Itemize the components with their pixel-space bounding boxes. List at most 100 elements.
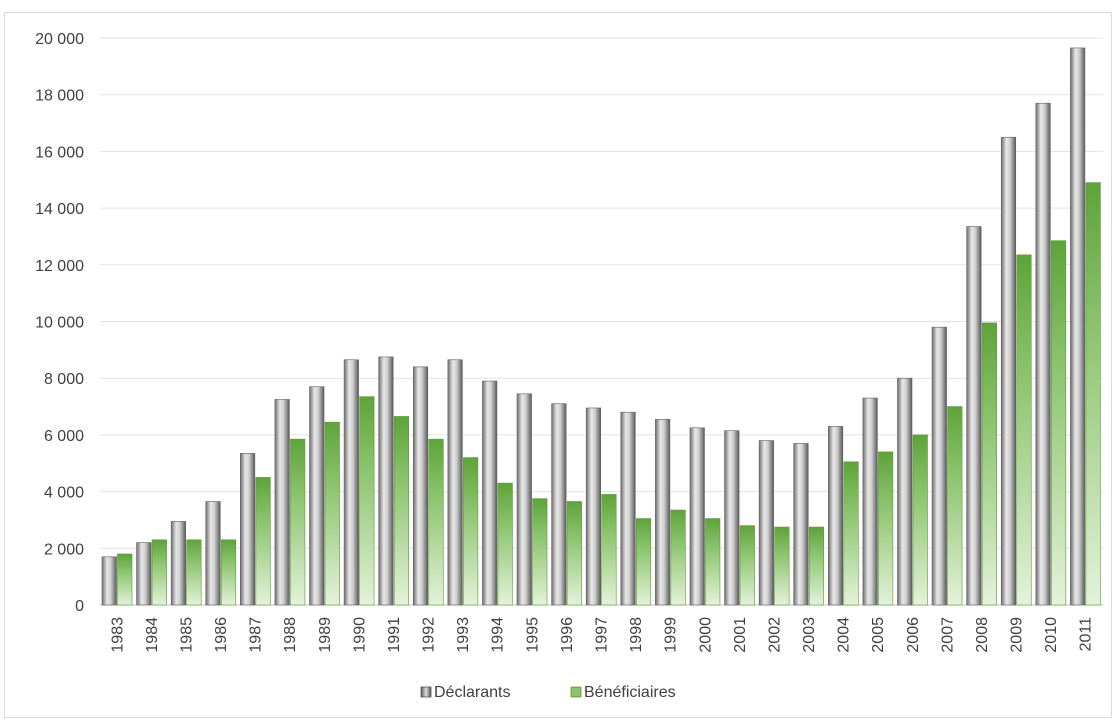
bar-declarants-1997	[585, 407, 602, 606]
y-axis-tick-labels: 0 2 000 4 000 6 000 8 000 10 000 12 000 14 000 1…	[35, 31, 84, 615]
bar-declarants-2004	[828, 426, 844, 606]
legend-swatch-beneficiaires	[570, 686, 582, 698]
x-tick-label: 2003	[801, 617, 818, 653]
bar-declarants-2008	[966, 226, 982, 606]
bar-beneficiaires-1993	[463, 457, 479, 606]
bar-beneficiaires-2009	[1016, 254, 1032, 606]
bar-declarants-2005	[862, 397, 878, 606]
bar-beneficiaires-2003	[808, 526, 825, 606]
bar-beneficiaires-1989	[324, 421, 340, 606]
y-tick-label: 10 000	[35, 315, 84, 332]
bar-declarants-2009	[1000, 136, 1017, 606]
bar-beneficiaires-1999	[670, 509, 686, 606]
bar-declarants-1983	[101, 556, 117, 606]
bar-beneficiaires-2002	[774, 526, 790, 606]
bar-beneficiaires-1991	[393, 416, 409, 606]
x-tick-label: 1986	[213, 617, 230, 653]
bar-beneficiaires-1995	[532, 498, 548, 606]
legend-label-declarants: Déclarants	[434, 684, 510, 701]
bar-beneficiaires-2006	[912, 434, 928, 606]
x-tick-label: 1991	[386, 617, 403, 653]
bar-beneficiaires-1986	[220, 539, 237, 606]
bar-beneficiaires-2008	[981, 322, 997, 606]
x-tick-label: 1996	[559, 617, 576, 653]
x-tick-label: 2005	[870, 617, 887, 653]
bar-beneficiaires-1992	[428, 438, 444, 606]
x-tick-label: 2011	[1078, 617, 1095, 652]
bar-beneficiaires-2007	[947, 406, 963, 606]
x-tick-label: 1983	[109, 617, 126, 653]
y-tick-label: 12 000	[35, 258, 84, 275]
bar-beneficiaires-1988	[290, 438, 306, 606]
x-tick-label: 1987	[248, 617, 265, 653]
legend-label-beneficiaires: Bénéficiaires	[584, 684, 676, 701]
x-tick-label: 2004	[836, 617, 853, 653]
y-tick-label: 14 000	[35, 201, 84, 218]
legend-swatch-declarants	[420, 686, 432, 698]
x-tick-label: 1993	[455, 617, 472, 653]
x-tick-label: 2008	[974, 617, 991, 653]
x-axis-tick-labels: 1983 1984 1985 1986 1987 1988 1989 1990 1991 1992…	[109, 617, 1094, 653]
bar-declarants-2002	[758, 440, 774, 606]
x-tick-label: 1999	[663, 617, 680, 653]
x-tick-label: 1992	[421, 617, 438, 653]
x-tick-label: 1989	[317, 617, 334, 653]
bar-beneficiaires-1983	[117, 553, 133, 606]
y-tick-label: 6 000	[44, 428, 84, 445]
bar-declarants-2000	[689, 427, 705, 606]
bar-declarants-1987	[240, 453, 256, 606]
bar-declarants-1984	[136, 542, 152, 606]
bar-beneficiaires-1984	[151, 539, 167, 606]
bar-declarants-1995	[516, 393, 532, 606]
bar-declarants-2007	[931, 326, 947, 606]
bar-beneficiaires-1996	[566, 501, 582, 606]
legend: Déclarants Bénéficiaires	[420, 684, 676, 701]
bar-beneficiaires-2005	[878, 451, 894, 606]
bar-beneficiaires-1994	[497, 482, 513, 606]
bar-declarants-1988	[274, 399, 290, 606]
x-tick-label: 1995	[524, 617, 541, 653]
bar-declarants-1991	[378, 356, 394, 606]
bar-declarants-1986	[205, 501, 221, 606]
bar-declarants-1989	[309, 386, 325, 606]
x-tick-label: 1990	[351, 617, 368, 653]
bars	[101, 47, 1101, 606]
bar-beneficiaires-1997	[601, 494, 617, 606]
x-tick-label: 1994	[490, 617, 507, 653]
bar-declarants-2006	[897, 377, 913, 606]
bar-declarants-1999	[655, 419, 671, 606]
x-tick-label: 2010	[1043, 617, 1060, 653]
x-tick-label: 1985	[178, 617, 195, 653]
bar-declarants-2001	[724, 430, 740, 606]
bar-beneficiaires-2001	[739, 525, 755, 606]
x-tick-label: 1984	[144, 617, 161, 653]
bar-declarants-1994	[482, 380, 498, 606]
x-tick-label: 1998	[628, 617, 645, 653]
y-tick-label: 0	[75, 598, 84, 615]
x-tick-label: 2002	[766, 617, 783, 653]
bar-declarants-1996	[551, 403, 567, 606]
x-tick-label: 1988	[282, 617, 299, 653]
x-tick-label: 2007	[939, 617, 956, 653]
x-tick-label: 1997	[594, 617, 611, 653]
y-tick-label: 8 000	[44, 371, 84, 388]
bar-declarants-2011	[1070, 47, 1086, 606]
bar-declarants-1998	[620, 411, 636, 606]
bar-declarants-1990	[343, 359, 359, 606]
bar-declarants-1992	[412, 366, 429, 606]
bar-beneficiaires-2004	[843, 461, 859, 606]
bar-beneficiaires-1990	[359, 396, 375, 606]
bar-beneficiaires-1998	[635, 518, 652, 606]
y-tick-label: 20 000	[35, 31, 84, 48]
y-tick-label: 18 000	[35, 88, 84, 105]
x-tick-label: 2006	[905, 617, 922, 653]
x-tick-label: 2009	[1009, 617, 1026, 653]
bar-declarants-1985	[170, 521, 186, 606]
bar-beneficiaires-2010	[1051, 240, 1067, 606]
bar-declarants-2010	[1035, 102, 1051, 606]
x-tick-label: 2000	[697, 617, 714, 653]
bar-declarants-2003	[793, 443, 809, 606]
y-tick-label: 16 000	[35, 144, 84, 161]
bar-beneficiaires-1985	[186, 539, 202, 606]
